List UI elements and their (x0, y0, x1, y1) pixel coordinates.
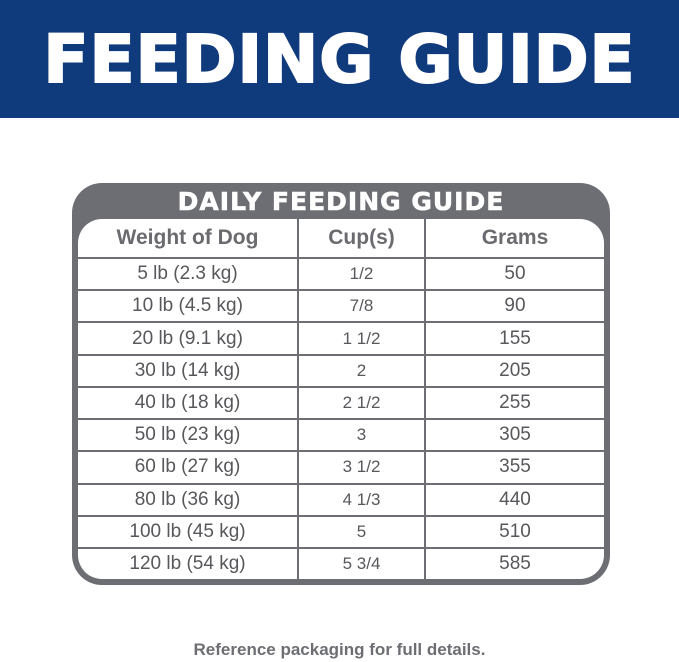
cell-cups: 5 3/4 (297, 546, 426, 579)
cell-cups: 3 (297, 418, 426, 453)
cell-cups: 5 (297, 514, 426, 549)
column-header-cups: Cup(s) (297, 219, 426, 259)
cell-grams: 50 (424, 256, 604, 292)
table-row: 100 lb (45 kg) 5 510 (78, 514, 604, 549)
table-row: 80 lb (36 kg) 4 1/3 440 (78, 482, 604, 517)
table-row: 60 lb (27 kg) 3 1/2 355 (78, 450, 604, 485)
cell-grams: 255 (424, 385, 604, 421)
table-row: 50 lb (23 kg) 3 305 (78, 418, 604, 453)
cell-cups: 7/8 (297, 289, 426, 324)
cell-cups: 1 1/2 (297, 321, 426, 356)
cell-grams: 205 (424, 353, 604, 388)
table-row: 120 lb (54 kg) 5 3/4 585 (78, 546, 604, 579)
table-row: 30 lb (14 kg) 2 205 (78, 353, 604, 388)
feeding-guide-table: DAILY FEEDING GUIDE Weight of Dog Cup(s)… (72, 183, 610, 585)
header-banner: FEEDING GUIDE (0, 0, 679, 118)
cell-weight: 80 lb (36 kg) (78, 482, 299, 517)
footer-note: Reference packaging for full details. (193, 640, 486, 659)
cell-weight: 5 lb (2.3 kg) (78, 256, 299, 292)
cell-grams: 585 (424, 546, 604, 579)
page-title: FEEDING GUIDE (42, 20, 636, 99)
cell-weight: 30 lb (14 kg) (78, 353, 299, 388)
table-row: 10 lb (4.5 kg) 7/8 90 (78, 289, 604, 324)
table-row: 5 lb (2.3 kg) 1/2 50 (78, 256, 604, 292)
cell-grams: 355 (424, 450, 604, 485)
cell-weight: 100 lb (45 kg) (78, 514, 299, 549)
table-row: 20 lb (9.1 kg) 1 1/2 155 (78, 321, 604, 356)
cell-weight: 50 lb (23 kg) (78, 418, 299, 453)
cell-weight: 60 lb (27 kg) (78, 450, 299, 485)
column-header-grams: Grams (424, 219, 604, 259)
cell-grams: 155 (424, 321, 604, 356)
cell-cups: 2 1/2 (297, 385, 426, 421)
table-row: 40 lb (18 kg) 2 1/2 255 (78, 385, 604, 421)
cell-grams: 510 (424, 514, 604, 549)
cell-grams: 440 (424, 482, 604, 517)
cell-cups: 2 (297, 353, 426, 388)
table-title: DAILY FEEDING GUIDE (177, 187, 505, 217)
cell-weight: 20 lb (9.1 kg) (78, 321, 299, 356)
cell-weight: 120 lb (54 kg) (78, 546, 299, 579)
column-header-weight: Weight of Dog (78, 219, 299, 259)
cell-weight: 40 lb (18 kg) (78, 385, 299, 421)
cell-grams: 90 (424, 289, 604, 324)
cell-grams: 305 (424, 418, 604, 453)
cell-cups: 1/2 (297, 256, 426, 292)
cell-cups: 3 1/2 (297, 450, 426, 485)
cell-cups: 4 1/3 (297, 482, 426, 517)
cell-weight: 10 lb (4.5 kg) (78, 289, 299, 324)
table-header-row: Weight of Dog Cup(s) Grams (78, 219, 604, 259)
